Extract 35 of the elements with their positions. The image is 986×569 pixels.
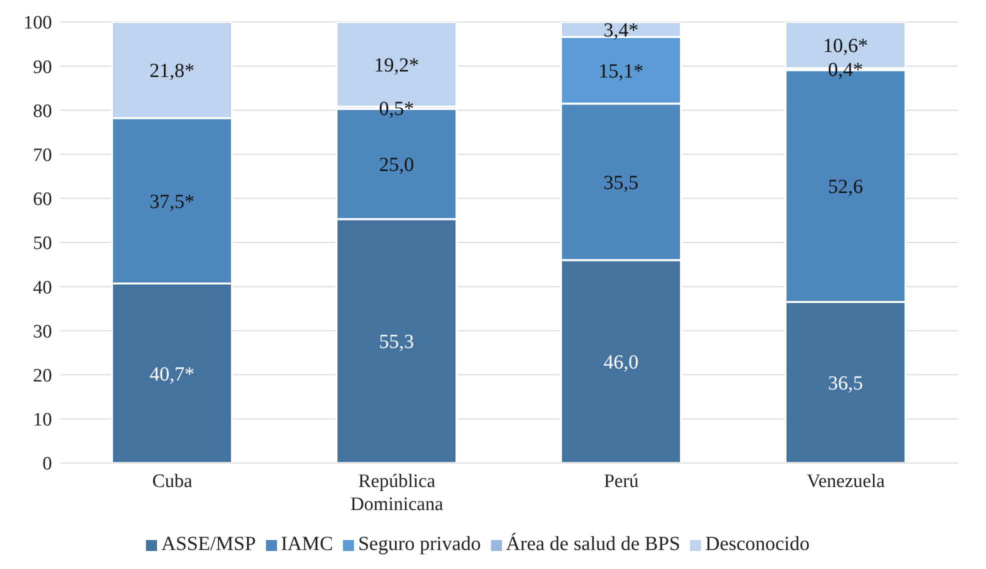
- legend-label: IAMC: [280, 533, 334, 555]
- y-tick-label: 20: [33, 366, 52, 387]
- legend-label: Desconocido: [705, 533, 810, 555]
- x-tick-label: Perú: [604, 471, 640, 492]
- y-tick-label: 90: [33, 56, 52, 78]
- data-label: 35,5: [604, 172, 638, 194]
- y-tick-label: 10: [33, 410, 52, 431]
- legend-label: Seguro privado: [358, 533, 481, 555]
- y-tick-label: 100: [24, 12, 52, 34]
- y-tick-label: 30: [33, 321, 52, 342]
- x-tick-label: Venezuela: [806, 471, 886, 492]
- y-tick-label: 70: [33, 145, 52, 166]
- data-label: 10,6*: [823, 35, 868, 58]
- data-label: 37,5*: [150, 190, 194, 213]
- data-label: 21,8*: [150, 60, 194, 82]
- data-label: 3,4*: [604, 19, 638, 42]
- y-tick-label: 80: [33, 100, 52, 122]
- data-label: 55,3: [379, 331, 414, 354]
- y-tick-label: 50: [33, 233, 52, 254]
- legend-label: ASSE/MSP: [161, 533, 256, 555]
- data-label: 40,7*: [150, 363, 194, 386]
- y-tick-label: 0: [42, 454, 52, 475]
- data-label: 19,2*: [374, 54, 419, 76]
- x-tick-label: Cuba: [152, 471, 193, 492]
- legend-label: Área de salud de BPS: [506, 533, 680, 555]
- data-label: 46,0: [604, 352, 638, 374]
- y-tick-label: 60: [33, 189, 52, 210]
- data-label: 52,6: [828, 176, 863, 198]
- data-label: 0,4*: [828, 59, 863, 82]
- data-label: 0,5*: [379, 98, 414, 120]
- data-label: 36,5: [828, 372, 863, 395]
- data-label: 25,0: [379, 154, 414, 176]
- data-label: 15,1*: [598, 60, 644, 82]
- y-tick-label: 40: [33, 277, 52, 298]
- x-tick-label: República Dominicana: [350, 471, 444, 515]
